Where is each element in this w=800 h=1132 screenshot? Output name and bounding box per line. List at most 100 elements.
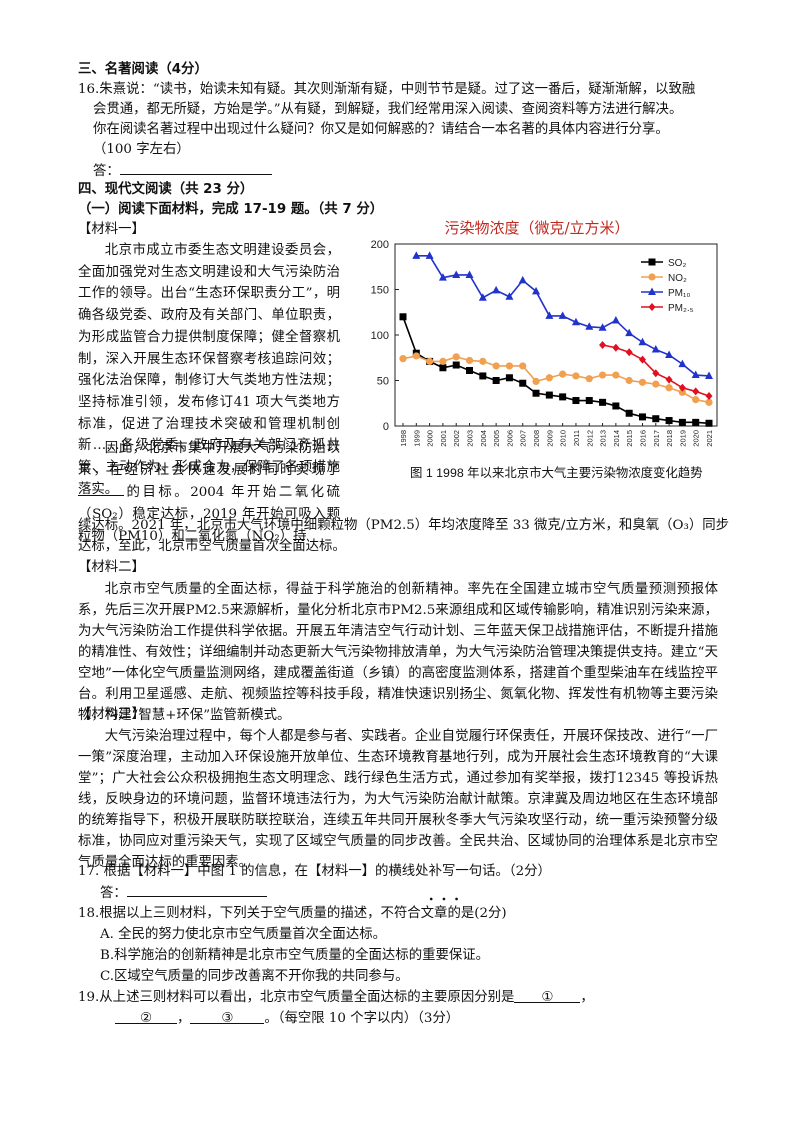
material1-p2-part1: 因此，北京市集中开展大气污染防治以来，在经济社会快速发展的同时实现了 — [78, 441, 340, 478]
data-point — [612, 371, 620, 379]
part1-title: （一）阅读下面材料，完成 17-19 题。（共 7 分） — [78, 202, 384, 217]
data-point — [479, 357, 487, 365]
q19-prompt: 19.从上述三则材料可以看出，北京市空气质量全面达标的主要原因分别是 — [78, 990, 515, 1005]
data-point — [545, 374, 553, 382]
material1-label: 【材料一】 — [78, 222, 145, 237]
data-point — [599, 398, 607, 406]
x-tick-label: 2014 — [612, 430, 621, 447]
data-point — [652, 415, 660, 423]
data-point — [678, 383, 686, 392]
data-point — [399, 313, 407, 321]
data-point — [426, 357, 434, 365]
x-tick-label: 2002 — [452, 430, 461, 447]
q18-text: 18.根据以上三则材料，下列关于空气质量的描述，不符合文章的是(2分) — [78, 906, 507, 921]
data-point — [652, 369, 660, 378]
data-point — [648, 287, 656, 295]
q17-answer-blank[interactable] — [126, 882, 267, 897]
q19-blank2[interactable]: ② — [115, 1009, 177, 1026]
data-point — [638, 355, 646, 364]
data-point — [598, 371, 607, 379]
data-point — [585, 375, 593, 383]
q19-marker3: ③ — [221, 1011, 234, 1026]
data-point — [465, 356, 474, 365]
x-tick-label: 2008 — [532, 430, 541, 447]
data-point — [651, 345, 660, 353]
x-tick-label: 2015 — [625, 430, 634, 447]
data-point — [585, 322, 594, 330]
data-point — [412, 352, 420, 360]
x-tick-label: 2003 — [466, 430, 475, 447]
data-point — [678, 359, 687, 368]
data-point — [665, 417, 673, 425]
data-point — [648, 258, 656, 266]
q16-line3: 你在阅读名著过程中出现过什么疑问？你又是如何解惑的？请结合一本名著的具体内容进行… — [93, 122, 669, 137]
data-point — [412, 251, 421, 259]
legend-label: SO₂ — [668, 258, 686, 269]
data-point — [652, 380, 660, 388]
data-point — [545, 391, 553, 399]
data-point — [678, 388, 686, 396]
q19-blank3[interactable]: ③ — [190, 1009, 265, 1026]
q16-answer-blank[interactable] — [119, 160, 272, 175]
legend-label: PM₁₀ — [668, 288, 691, 299]
material1-blank[interactable] — [78, 481, 124, 497]
legend-label: PM₂.₅ — [668, 303, 694, 314]
data-point — [532, 377, 540, 386]
data-point — [691, 370, 700, 379]
data-point — [519, 379, 527, 387]
y-tick-label: 100 — [371, 330, 389, 342]
q19-marker2: ② — [139, 1011, 152, 1026]
x-tick-label: 2011 — [572, 430, 581, 446]
y-tick-label: 150 — [371, 285, 389, 297]
x-tick-label: 2019 — [678, 430, 687, 447]
data-point — [598, 323, 607, 331]
data-point — [532, 389, 540, 397]
data-point — [559, 393, 567, 401]
data-point — [665, 375, 673, 384]
data-point — [625, 376, 633, 385]
data-point — [638, 337, 647, 346]
data-point — [611, 315, 620, 324]
material2-text: 北京市空气质量的全面达标，得益于科学施治的创新精神。率先在全国建立城市空气质量预… — [78, 582, 718, 723]
x-tick-label: 2004 — [479, 430, 488, 447]
q19-blank1[interactable]: ① — [514, 988, 581, 1005]
data-point — [505, 374, 513, 382]
legend-label: NO₂ — [668, 273, 687, 284]
data-point — [665, 350, 674, 359]
data-point — [466, 366, 474, 374]
material1-paragraph1: 北京市成立市委生态文明建设委员会，全面加强党对生态文明建设和大气污染防治工作的领… — [78, 243, 340, 497]
q16-answer-label: 答： — [93, 164, 120, 179]
q19-tail: 。（每空限 10 个字以内）（3分） — [264, 1011, 460, 1026]
data-point — [612, 402, 620, 410]
x-tick-label: 2016 — [638, 430, 647, 447]
q17-answer-label: 答： — [100, 886, 127, 901]
q18-option-c[interactable]: C.区域空气质量的同步改善离不开你我的共同参与。 — [100, 969, 409, 984]
material1-p2-line4: 达标，至此，北京市空气质量首次全面达标。 — [78, 539, 346, 554]
q16-answer-line[interactable]: 答： — [93, 160, 272, 182]
data-point — [692, 396, 700, 404]
data-point — [492, 377, 500, 384]
q18-emphasis-dots: ．．． — [428, 888, 473, 904]
y-tick-label: 200 — [371, 239, 389, 251]
x-tick-label: 2009 — [545, 430, 554, 447]
data-point — [478, 293, 487, 301]
data-point — [625, 409, 633, 417]
data-point — [399, 355, 407, 363]
x-tick-label: 2000 — [426, 430, 435, 447]
series-diamond — [599, 341, 713, 400]
series-triangle — [412, 251, 713, 379]
material1-p2-part2: 的目标。2004 年开始二氧化硫（SO₂）稳定达标，2019 年开始可吸入颗粒物… — [78, 485, 340, 544]
data-point — [452, 270, 461, 278]
data-point — [572, 397, 580, 405]
q18-option-a[interactable]: A. 全民的努力使北京市空气质量首次全面达标。 — [100, 927, 386, 942]
q17-answer-line[interactable]: 答： — [100, 882, 267, 904]
data-point — [612, 343, 620, 352]
x-tick-label: 2006 — [505, 430, 514, 447]
y-tick-label: 0 — [383, 421, 389, 433]
data-point — [439, 364, 447, 372]
x-tick-label: 2007 — [519, 430, 528, 447]
section4-title: 四、现代文阅读（共 23 分） — [78, 182, 254, 197]
data-point — [705, 371, 713, 379]
q18-option-b[interactable]: B.科学施治的创新精神是北京市空气质量的全面达标的重要保证。 — [100, 948, 490, 963]
x-tick-label: 2013 — [599, 430, 608, 447]
